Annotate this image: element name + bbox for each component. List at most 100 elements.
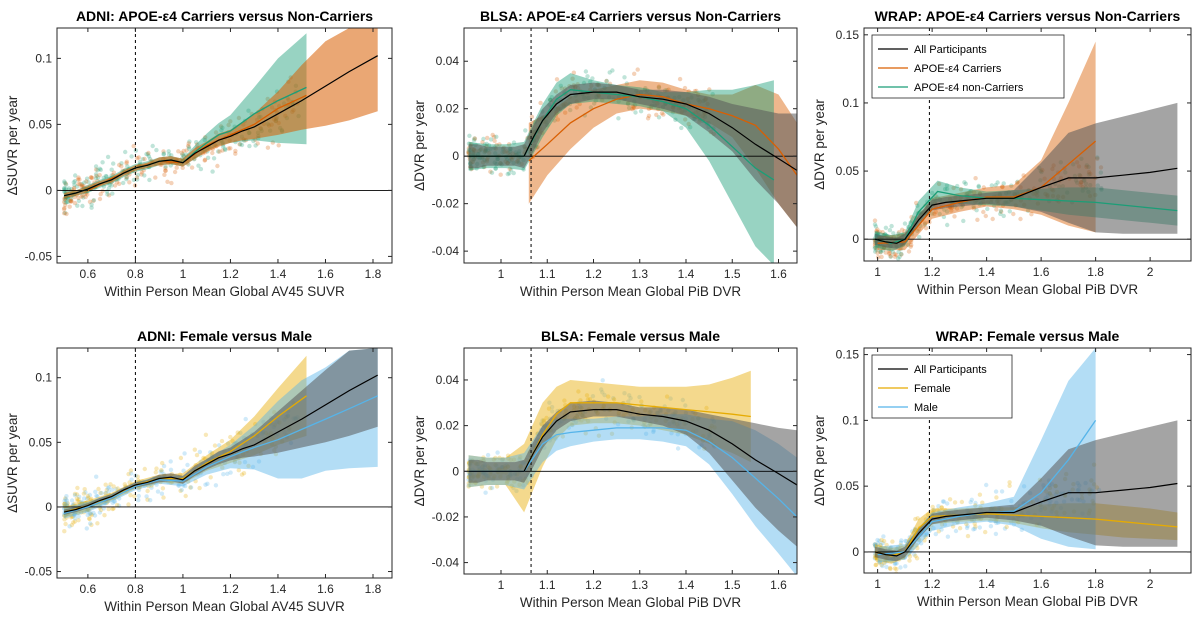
observation-point bbox=[76, 198, 82, 204]
observation-point bbox=[965, 533, 971, 539]
observation-point bbox=[994, 495, 999, 500]
observation-point bbox=[61, 211, 67, 216]
observation-point bbox=[154, 466, 159, 471]
observation-point bbox=[497, 455, 502, 460]
observation-point bbox=[873, 562, 878, 568]
observation-point bbox=[75, 485, 80, 491]
y-tick-label: 0 bbox=[852, 232, 859, 246]
observation-point bbox=[578, 398, 583, 403]
observation-point bbox=[219, 128, 224, 133]
observation-point bbox=[91, 510, 96, 516]
observation-point bbox=[124, 177, 129, 182]
observation-point bbox=[221, 472, 226, 477]
observation-point bbox=[101, 184, 107, 189]
observation-point bbox=[506, 142, 512, 147]
observation-point bbox=[973, 176, 978, 181]
observation-point bbox=[74, 184, 80, 189]
observation-point bbox=[188, 485, 193, 490]
observation-point bbox=[879, 559, 884, 564]
observation-point bbox=[62, 513, 67, 518]
observation-point bbox=[183, 493, 188, 499]
observation-point bbox=[103, 173, 109, 179]
observation-point bbox=[959, 499, 965, 505]
observation-point bbox=[935, 507, 940, 513]
observation-point bbox=[562, 398, 567, 403]
observation-point bbox=[100, 188, 105, 194]
observation-point bbox=[944, 186, 950, 192]
observation-point bbox=[632, 71, 637, 77]
observation-point bbox=[931, 526, 936, 531]
observation-point bbox=[500, 457, 505, 463]
observation-point bbox=[181, 153, 186, 158]
observation-point bbox=[246, 463, 251, 469]
observation-point bbox=[189, 165, 195, 170]
observation-point bbox=[213, 130, 219, 135]
observation-point bbox=[94, 474, 99, 479]
observation-point bbox=[104, 174, 109, 179]
observation-point bbox=[539, 421, 544, 426]
observation-point bbox=[942, 522, 948, 527]
observation-point bbox=[993, 489, 999, 494]
observation-point bbox=[872, 244, 878, 249]
observation-point bbox=[115, 486, 120, 491]
observation-point bbox=[930, 211, 935, 216]
observation-point bbox=[954, 206, 960, 211]
observation-point bbox=[523, 128, 528, 133]
x-axis-label: Within Person Mean Global PiB DVR bbox=[520, 595, 742, 610]
observation-point bbox=[62, 498, 67, 504]
observation-point bbox=[894, 571, 899, 573]
chart-panel-6: 1 1.2 1.4 1.6 1.8 2 0 0.05 0.1 0.15 WRAP: Female v… bbox=[812, 328, 1192, 609]
observation-point bbox=[86, 495, 91, 501]
chart-title: BLSA: APOE-ε4 Carriers versus Non-Carrie… bbox=[480, 8, 781, 24]
x-tick-label: 1.2 bbox=[585, 267, 602, 281]
x-tick-label: 1 bbox=[180, 582, 187, 596]
x-tick-label: 1.6 bbox=[317, 267, 334, 281]
x-tick-label: 1.6 bbox=[1033, 265, 1050, 279]
observation-point bbox=[88, 510, 93, 516]
observation-point bbox=[153, 175, 158, 180]
y-axis-label: ΔDVR per year bbox=[812, 99, 827, 190]
observation-point bbox=[158, 469, 163, 474]
plot-content bbox=[57, 28, 392, 263]
observation-point bbox=[93, 489, 98, 494]
observation-point bbox=[874, 229, 879, 234]
observation-point bbox=[641, 423, 646, 428]
legend-entry: Female bbox=[914, 383, 951, 395]
observation-point bbox=[193, 479, 198, 484]
observation-point bbox=[590, 76, 595, 81]
observation-point bbox=[511, 140, 517, 145]
observation-point bbox=[872, 542, 878, 547]
observation-point bbox=[482, 142, 487, 147]
observation-point bbox=[518, 454, 523, 460]
observation-point bbox=[710, 92, 715, 97]
observation-point bbox=[247, 143, 252, 149]
observation-point bbox=[181, 468, 186, 473]
observation-point bbox=[907, 558, 912, 563]
observation-point bbox=[265, 145, 271, 150]
observation-point bbox=[217, 149, 222, 154]
observation-point bbox=[971, 206, 977, 211]
observation-point bbox=[879, 254, 884, 260]
chart-title: ADNI: APOE-ε4 Carriers versus Non-Carrie… bbox=[76, 8, 373, 24]
observation-point bbox=[186, 144, 192, 150]
observation-point bbox=[71, 502, 76, 507]
observation-point bbox=[905, 242, 911, 247]
observation-point bbox=[957, 526, 963, 531]
observation-point bbox=[875, 557, 880, 563]
observation-point bbox=[879, 562, 884, 568]
y-axis-label: ΔSUVR per year bbox=[5, 413, 20, 513]
observation-point bbox=[908, 239, 914, 245]
observation-point bbox=[995, 180, 1000, 185]
observation-point bbox=[872, 542, 878, 547]
observation-point bbox=[680, 397, 685, 403]
observation-point bbox=[136, 493, 141, 499]
observation-point bbox=[485, 135, 490, 141]
observation-point bbox=[472, 136, 477, 141]
observation-point bbox=[126, 502, 131, 507]
observation-point bbox=[931, 509, 936, 514]
observation-point bbox=[142, 466, 147, 472]
observation-point bbox=[874, 562, 879, 567]
observation-point bbox=[109, 183, 114, 188]
observation-point bbox=[233, 151, 238, 156]
observation-point bbox=[208, 450, 213, 455]
